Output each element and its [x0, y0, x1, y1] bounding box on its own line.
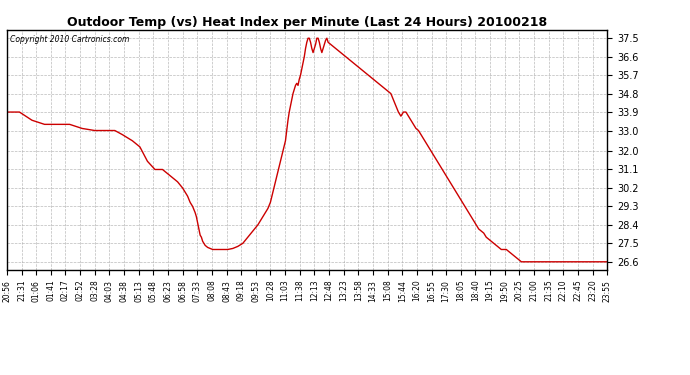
Title: Outdoor Temp (vs) Heat Index per Minute (Last 24 Hours) 20100218: Outdoor Temp (vs) Heat Index per Minute … — [67, 16, 547, 29]
Text: Copyright 2010 Cartronics.com: Copyright 2010 Cartronics.com — [10, 35, 129, 44]
